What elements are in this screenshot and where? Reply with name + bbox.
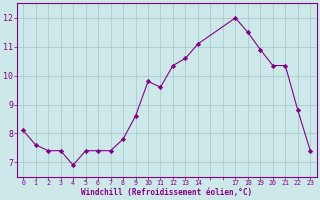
X-axis label: Windchill (Refroidissement éolien,°C): Windchill (Refroidissement éolien,°C): [81, 188, 252, 197]
